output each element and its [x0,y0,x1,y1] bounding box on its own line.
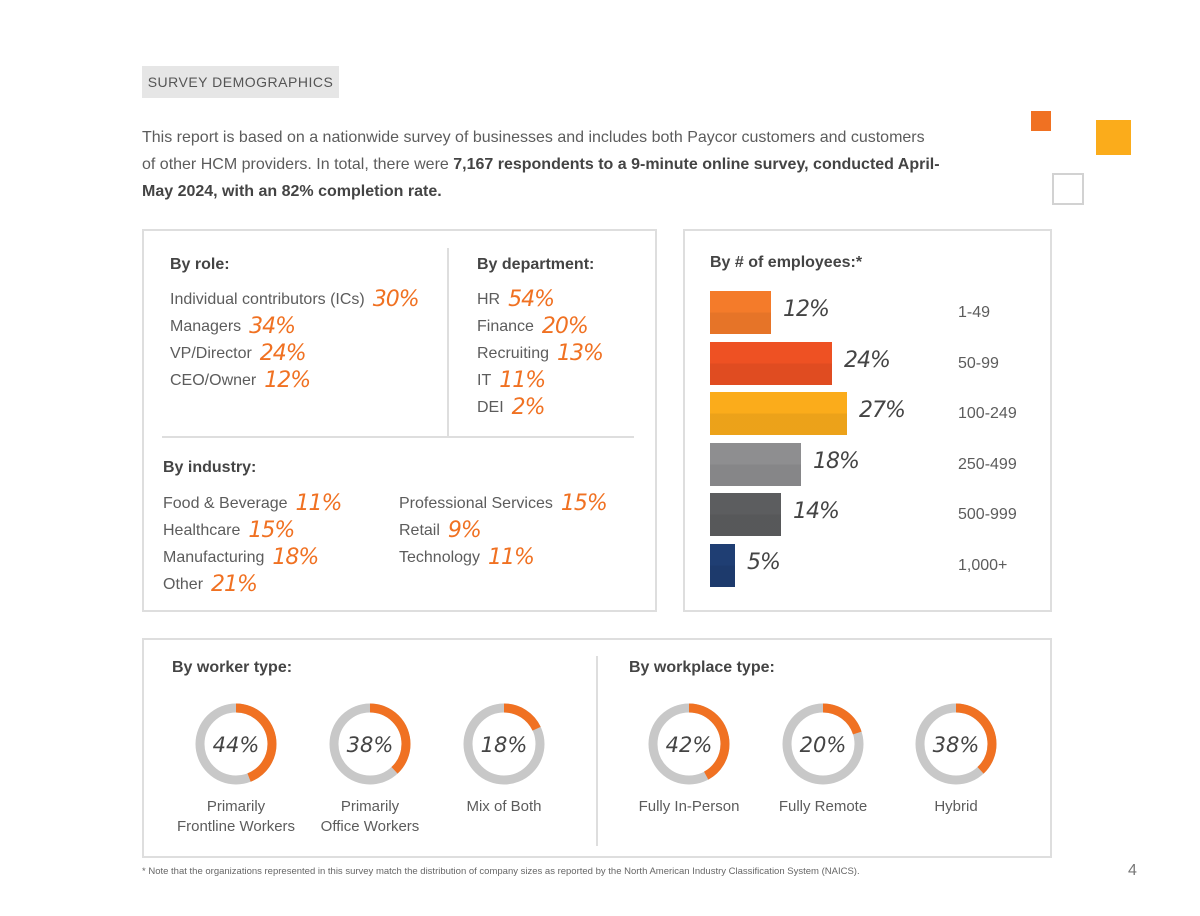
list-item: Food & Beverage 11% [163,491,342,516]
intro-paragraph: This report is based on a nationwide sur… [142,124,942,205]
donut-label: Mix of Both [434,797,574,817]
panel-divider-vertical [447,248,449,436]
employee-bar [710,442,801,486]
employee-bar [710,543,735,587]
donut-chart: 20% [782,703,864,785]
donut-pct: 42% [666,733,713,757]
panel-divider-horizontal [162,436,634,438]
employee-bar [710,291,771,334]
list-item: VP/Director 24% [170,341,307,366]
employee-range-label: 100-249 [958,405,1017,422]
donut-label-line: Office Workers [320,818,420,835]
page-number: 4 [1128,862,1137,879]
employee-range-label: 1,000+ [958,556,1008,574]
workplace-heading: By workplace type: [629,659,775,676]
list-item: Finance 20% [477,314,589,339]
list-item: Managers 34% [170,314,296,339]
donut-label-line: Hybrid [934,798,978,815]
donut-segment [782,703,864,785]
intro-text: This report is based on a nationwide sur… [142,129,925,173]
employee-bar [710,341,832,385]
donut-segment [463,703,545,785]
donut-label-line: Mix of Both [466,798,542,815]
donut-chart: 38% [915,703,997,785]
panel-divider-vertical [596,656,598,846]
employee-bar [710,493,781,536]
employee-range-label: 500-999 [958,506,1017,523]
donut-pct: 18% [481,733,528,757]
donut-chart: 38% [329,703,411,785]
list-item: Technology 11% [399,545,535,570]
list-item: CEO/Owner 12% [170,368,311,393]
employee-bar-pct: 12% [783,297,830,322]
donut-pct: 44% [213,733,260,757]
employees-heading: By # of employees:* [710,254,863,271]
list-item: IT 11% [477,368,546,393]
employee-bar-pct: 27% [859,398,906,423]
list-item: Professional Services 15% [399,491,608,516]
employee-bar-pct: 18% [813,448,860,474]
employee-bar-pct: 14% [793,499,840,524]
donut-label-line: Fully Remote [778,798,868,815]
decor-square-outline [1052,173,1084,205]
list-item: HR 54% [477,287,555,312]
donut-label: Hybrid [886,797,1026,817]
employee-range-label: 50-99 [958,354,999,372]
donut-label-line: Primarily [206,798,266,815]
donut-label-line: Frontline Workers [176,818,296,835]
donut-label: Primarily Frontline Workers [166,797,306,837]
donut-label: Fully Remote [753,797,893,817]
intro-bold-text: 7,167 respondents to a 9-minute online s… [142,156,940,200]
worker-heading: By worker type: [172,659,293,676]
list-item: DEI 2% [477,395,546,420]
donut-pct: 20% [800,733,847,757]
list-item: Individual contributors (ICs) 30% [170,287,420,312]
donut-segment [648,703,730,785]
department-heading: By department: [477,256,595,273]
list-item: Manufacturing 18% [163,545,319,570]
donut-label: Fully In-Person [619,797,759,817]
donut-chart: 44% [195,703,277,785]
decor-square-orange [1031,111,1051,131]
donut-label: Primarily Office Workers [300,797,440,837]
list-item: Healthcare 15% [163,518,295,543]
employee-range-label: 250-499 [958,455,1017,473]
decor-square-yellow [1096,120,1131,155]
list-item: Other 21% [163,572,258,597]
donut-segment [915,703,997,785]
employee-range-label: 1-49 [958,304,991,321]
footnote: * Note that the organizations represente… [142,866,860,877]
donut-pct: 38% [933,733,980,757]
donut-label-line: Fully In-Person [638,798,740,815]
donut-label-line: Primarily [340,798,400,815]
donut-chart: 18% [463,703,545,785]
employee-bar [710,392,847,435]
employee-bar-pct: 5% [747,549,781,575]
demographics-panel [142,229,657,612]
section-tag: SURVEY DEMOGRAPHICS [142,66,339,98]
employee-bar-pct: 24% [844,347,891,373]
donut-chart: 42% [648,703,730,785]
role-heading: By role: [170,256,230,273]
donut-segment [329,703,411,785]
donut-pct: 38% [347,733,394,757]
industry-heading: By industry: [163,459,257,476]
list-item: Retail 9% [399,518,482,543]
donut-segment [195,703,277,785]
list-item: Recruiting 13% [477,341,604,366]
